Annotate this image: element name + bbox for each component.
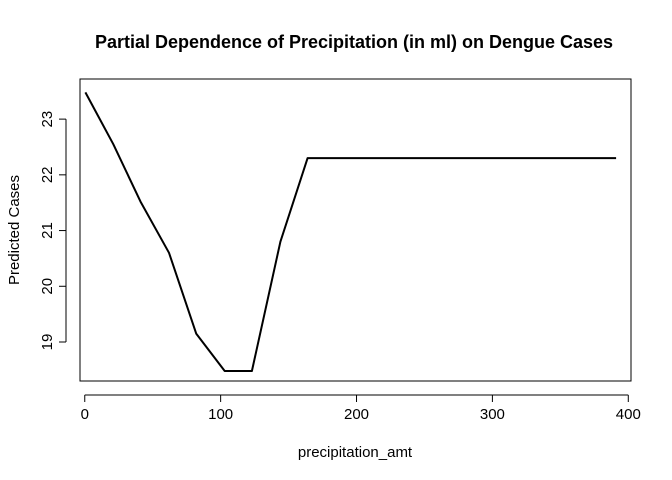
y-tick-label: 21 <box>39 222 56 239</box>
x-tick-label: 400 <box>616 406 641 423</box>
plot-frame <box>79 78 632 382</box>
x-tick-label: 100 <box>208 406 233 423</box>
x-axis: 0 100 200 300 400 <box>81 394 641 423</box>
y-tick-label: 23 <box>39 111 56 128</box>
y-tick-label: 20 <box>39 278 56 295</box>
x-tick-label: 300 <box>480 406 505 423</box>
x-axis-label: precipitation_amt <box>298 444 413 461</box>
series-line <box>84 91 617 372</box>
y-axis: 19 20 21 22 23 <box>39 111 67 351</box>
series-layer <box>84 91 617 372</box>
x-tick-label: 0 <box>81 406 89 423</box>
y-tick-label: 19 <box>39 334 56 351</box>
x-tick-label: 200 <box>344 406 369 423</box>
y-axis-label: Predicted Cases <box>6 175 23 285</box>
y-tick-label: 22 <box>39 166 56 183</box>
chart-title: Partial Dependence of Precipitation (in … <box>95 32 613 52</box>
